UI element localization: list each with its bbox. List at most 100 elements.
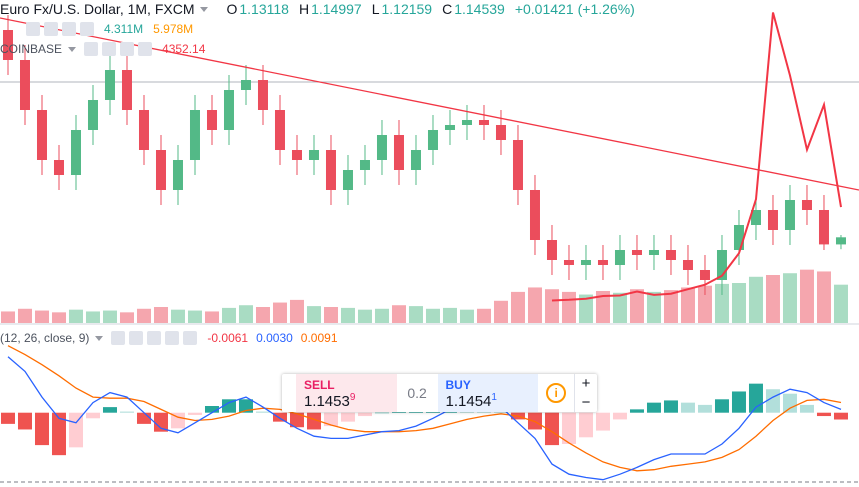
macd-histogram-bar xyxy=(544,412,559,446)
candle-body xyxy=(733,225,744,250)
header-row: Euro Fx/U.S. Dollar, 1M, FXCM O 1.13118 H… xyxy=(0,1,635,17)
macd-histogram-bar xyxy=(340,412,355,422)
macd-histogram-bar xyxy=(646,402,661,413)
candle-body xyxy=(716,250,727,280)
macd-legend-value: -0.0061 xyxy=(207,331,249,345)
ohlc-label: H xyxy=(298,1,310,17)
eye-icon[interactable] xyxy=(111,331,126,345)
menu-caret[interactable] xyxy=(200,6,209,12)
macd-histogram-bar xyxy=(357,412,372,417)
volume-bar xyxy=(391,305,406,323)
candle-body xyxy=(682,260,693,270)
close-value: 1.14539 xyxy=(454,1,505,17)
candle-body xyxy=(36,110,47,160)
volume-bar xyxy=(833,284,848,323)
volume-bar xyxy=(697,285,712,323)
macd-histogram-bar xyxy=(306,412,321,430)
spread: 0.2 xyxy=(407,385,427,401)
volume-bar xyxy=(527,287,542,323)
high-value: 1.14997 xyxy=(311,1,362,17)
candle-body xyxy=(223,90,234,130)
volume-bar xyxy=(459,309,474,323)
volume-bar xyxy=(34,310,49,323)
volume-bar xyxy=(85,311,100,323)
volume-bar xyxy=(646,291,661,323)
add-icon[interactable] xyxy=(120,42,135,56)
minus-button[interactable]: − xyxy=(581,394,591,411)
volume-bar xyxy=(476,308,491,323)
close-icon[interactable] xyxy=(183,331,198,345)
volume-bar xyxy=(612,292,627,323)
macd-legend: (12, 26, close, 9) -0.0061 0.0030 0.0091 xyxy=(0,331,338,345)
candle-body xyxy=(206,110,217,130)
plus-button[interactable]: + xyxy=(581,375,591,392)
candle-body xyxy=(342,170,353,190)
settings-icon[interactable] xyxy=(44,22,58,36)
menu-caret[interactable] xyxy=(68,46,77,52)
ohlc-label: C xyxy=(442,1,453,17)
ohlc-label: L xyxy=(371,1,380,17)
volume-bar xyxy=(204,311,219,323)
menu-caret[interactable] xyxy=(95,335,104,341)
candle-body xyxy=(359,160,370,170)
candle-body xyxy=(512,140,523,190)
macd-histogram-bar xyxy=(323,412,338,427)
volume-bar xyxy=(221,307,236,323)
candle-body xyxy=(155,150,166,190)
candle-body xyxy=(461,120,472,125)
macd-histogram-bar xyxy=(816,412,831,417)
macd-legend-value: 0.0091 xyxy=(300,331,338,345)
add-icon[interactable] xyxy=(165,331,180,345)
volume-bar xyxy=(442,307,457,323)
candle-body xyxy=(274,110,285,150)
sell-price-main: 1.1453 xyxy=(303,393,350,410)
buy-button[interactable]: BUY 1.14541 xyxy=(437,374,539,412)
candle-body xyxy=(172,160,183,190)
macd-histogram-bar xyxy=(595,412,610,431)
macd-line xyxy=(7,356,842,481)
candle-body xyxy=(767,210,778,230)
candle-body xyxy=(2,30,13,60)
macd-histogram-bar xyxy=(170,412,185,429)
volume-bar xyxy=(51,312,66,323)
sell-button[interactable]: SELL 1.14539 xyxy=(295,374,397,412)
source-icon[interactable] xyxy=(62,22,76,36)
macd-histogram-bar xyxy=(34,412,49,446)
candle-body xyxy=(478,120,489,125)
open-value: 1.13118 xyxy=(239,1,289,17)
macd-histogram-bar xyxy=(51,412,66,456)
size-buttons: + − xyxy=(574,374,597,412)
candle-body xyxy=(750,210,761,225)
volume-bar xyxy=(544,289,559,323)
chart-title: Euro Fx/U.S. Dollar, 1M, FXCM xyxy=(0,1,195,17)
candle-body xyxy=(291,150,302,160)
settings-icon[interactable] xyxy=(102,42,117,56)
volume-bar xyxy=(782,273,797,323)
macd-histogram-bar xyxy=(612,412,627,420)
drag-handle[interactable] xyxy=(282,374,296,412)
volume-bar xyxy=(714,283,729,323)
candle-body xyxy=(104,70,115,100)
change-pct: (+1.26%) xyxy=(577,1,635,17)
close-icon[interactable] xyxy=(80,22,94,36)
candle-body xyxy=(410,150,421,170)
info-button[interactable]: i xyxy=(538,374,574,412)
volume-bar xyxy=(0,311,15,323)
close-icon[interactable] xyxy=(138,42,153,56)
macd-histogram-bar xyxy=(680,402,695,413)
volume-bar xyxy=(510,291,525,323)
eye-icon[interactable] xyxy=(84,42,99,56)
candle-body xyxy=(138,110,149,150)
volume-bar xyxy=(595,291,610,323)
candle-body xyxy=(19,60,30,110)
macd-histogram-bar xyxy=(391,411,406,413)
macd-histogram-bar xyxy=(374,412,389,414)
candle-body xyxy=(376,135,387,160)
volume-legend: 4.311M 5.978M xyxy=(26,22,193,36)
eye-icon[interactable] xyxy=(26,22,40,36)
buy-pip: 1 xyxy=(491,392,497,403)
volume-bar xyxy=(663,290,678,323)
candle-body xyxy=(699,270,710,280)
source-icon[interactable] xyxy=(147,331,162,345)
settings-icon[interactable] xyxy=(129,331,144,345)
